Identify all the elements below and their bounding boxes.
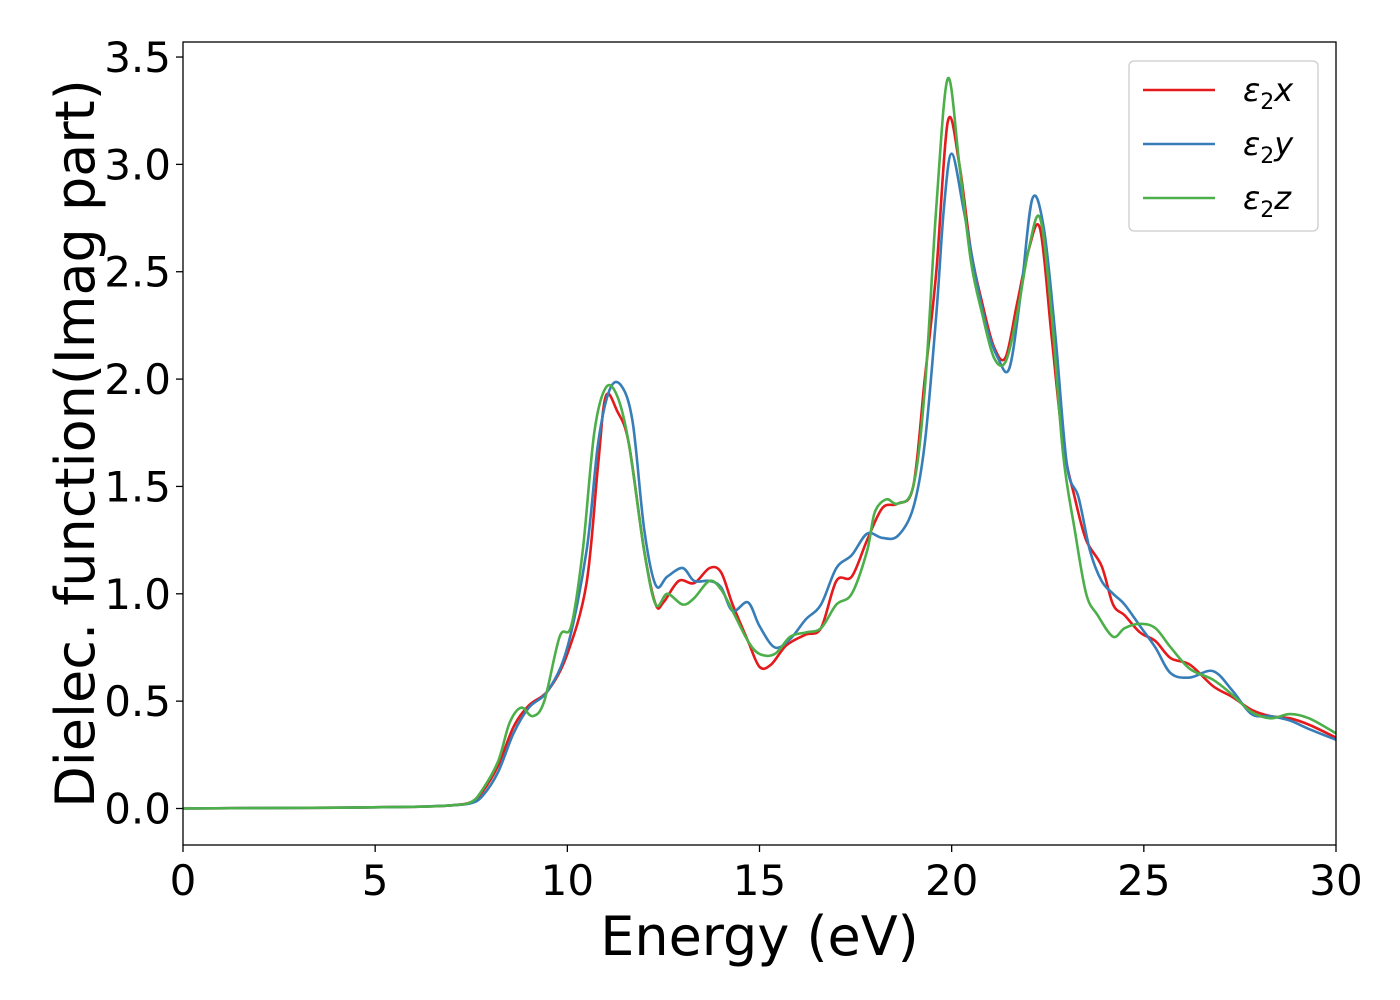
legend-label-y: ε2y (1243, 125, 1294, 169)
x-tick-label: 15 (733, 856, 786, 905)
x-tick-label: 5 (362, 856, 389, 905)
series-line-x (183, 115, 1336, 810)
x-tick-label: 20 (925, 856, 978, 905)
y-tick-label: 0.0 (104, 785, 171, 834)
y-tick-label: 1.0 (104, 570, 171, 619)
x-tick-label: 10 (541, 856, 594, 905)
series-layer (183, 76, 1336, 810)
legend-label-z: ε2z (1243, 179, 1292, 223)
legend-box (1128, 60, 1319, 232)
x-axis-label: Energy (eV) (600, 905, 919, 968)
y-axis-label: Dielec. function(Imag part) (44, 79, 107, 808)
y-tick-label: 2.0 (104, 355, 171, 404)
y-tick-label: 1.5 (104, 462, 171, 511)
y-tick-label: 3.0 (104, 140, 171, 189)
y-tick-label: 3.5 (104, 33, 171, 82)
chart-legend: ε2x ε2y ε2z (1128, 60, 1319, 232)
y-tick-label: 2.5 (104, 248, 171, 297)
x-axis-ticks: 0 5 10 15 20 25 30 (170, 845, 1363, 905)
x-tick-label: 25 (1117, 856, 1170, 905)
y-tick-label: 0.5 (104, 677, 171, 726)
legend-label-x: ε2x (1243, 71, 1294, 115)
series-line-y (183, 152, 1336, 810)
series-line-z (183, 76, 1336, 810)
x-tick-label: 0 (170, 856, 197, 905)
x-tick-label: 30 (1309, 856, 1362, 905)
y-axis-ticks: 0.0 0.5 1.0 1.5 2.0 2.5 3.0 3.5 (104, 33, 183, 834)
